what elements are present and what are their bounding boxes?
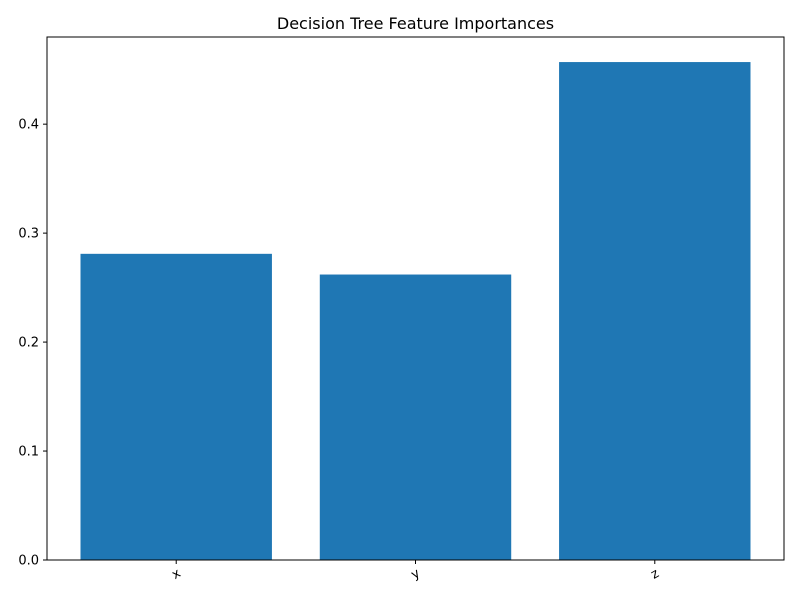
y-tick-label: 0.0 [18,554,39,569]
bars-group [80,62,751,560]
y-tick-label: 0.4 [18,118,39,133]
y-axis: 0.0 0.1 0.2 0.3 0.4 [18,118,47,569]
x-axis: x y z [169,560,662,583]
chart-title: Decision Tree Feature Importances [277,14,554,33]
bar-x [80,253,272,560]
y-tick-label: 0.2 [18,336,39,351]
x-tick-label: z [648,566,662,582]
y-tick-label: 0.1 [18,445,39,460]
bar-y [319,274,512,560]
x-tick-label: x [169,566,183,583]
y-tick-label: 0.3 [18,227,39,242]
x-tick-label: y [409,566,423,583]
plot-frame [46,36,785,561]
bar-z [559,62,751,560]
